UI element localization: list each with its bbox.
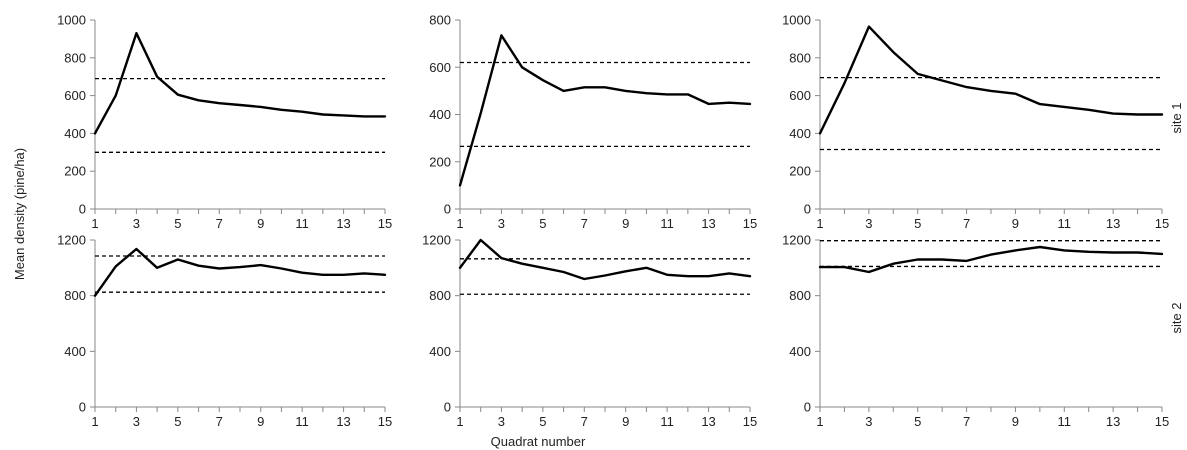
x-tick-label: 11	[295, 216, 309, 231]
x-tick-label: 1	[816, 414, 823, 429]
y-tick-label: 0	[804, 202, 811, 217]
x-tick-label: 7	[216, 216, 223, 231]
y-tick-label: 400	[64, 126, 86, 141]
x-tick-label: 3	[133, 216, 140, 231]
y-tick-label: 400	[429, 107, 451, 122]
mean-density-line	[458, 238, 752, 281]
y-tick-label: 400	[64, 344, 86, 359]
x-tick-label: 15	[1155, 216, 1169, 231]
x-tick-label: 3	[865, 216, 872, 231]
row-label-site-1: site 1	[1169, 102, 1184, 133]
x-tick-label: 3	[498, 216, 505, 231]
x-tick-label: 13	[1106, 216, 1120, 231]
x-tick-label: 9	[257, 414, 264, 429]
x-tick-label: 5	[539, 216, 546, 231]
y-tick-label: 1000	[57, 13, 86, 28]
x-tick-label: 11	[1058, 414, 1072, 429]
x-tick-label: 7	[581, 414, 588, 429]
y-tick-label: 200	[429, 154, 451, 169]
x-tick-label: 13	[701, 414, 715, 429]
y-tick-label: 0	[79, 202, 86, 217]
y-tick-label: 1000	[782, 13, 811, 28]
x-tick-label: 9	[1012, 216, 1019, 231]
y-tick-label: 200	[789, 164, 811, 179]
y-tick-label: 1200	[57, 233, 86, 248]
mean-density-line	[818, 245, 1164, 274]
x-tick-label: 5	[914, 216, 921, 231]
x-tick-label: 5	[539, 414, 546, 429]
x-tick-label: 1	[456, 414, 463, 429]
x-axis-title: Quadrat number	[491, 434, 586, 449]
x-tick-label: 11	[1058, 216, 1072, 231]
y-tick-label: 800	[429, 288, 451, 303]
x-tick-label: 1	[91, 216, 98, 231]
y-tick-label: 800	[64, 288, 86, 303]
mean-density-line	[93, 32, 387, 135]
x-tick-label: 7	[216, 414, 223, 429]
y-tick-label: 0	[79, 400, 86, 415]
x-tick-label: 13	[701, 216, 715, 231]
x-tick-label: 15	[1155, 414, 1169, 429]
x-tick-label: 15	[743, 414, 757, 429]
x-tick-label: 9	[1012, 414, 1019, 429]
x-tick-label: 1	[91, 414, 98, 429]
x-tick-label: 3	[133, 414, 140, 429]
y-tick-label: 800	[429, 13, 451, 28]
x-tick-label: 5	[174, 216, 181, 231]
y-tick-label: 0	[444, 400, 451, 415]
y-tick-label: 600	[789, 88, 811, 103]
y-tick-label: 600	[64, 88, 86, 103]
y-tick-label: 400	[789, 344, 811, 359]
x-tick-label: 11	[295, 414, 309, 429]
x-tick-label: 13	[336, 414, 350, 429]
y-tick-label: 600	[429, 60, 451, 75]
mean-density-line	[93, 247, 387, 297]
y-tick-label: 1200	[422, 233, 451, 248]
x-tick-label: 3	[498, 414, 505, 429]
x-tick-label: 5	[914, 414, 921, 429]
x-tick-label: 3	[865, 414, 872, 429]
x-tick-label: 13	[1106, 414, 1120, 429]
mean-density-line	[458, 34, 752, 187]
x-tick-label: 15	[378, 414, 392, 429]
x-tick-label: 7	[581, 216, 588, 231]
x-tick-label: 7	[963, 216, 970, 231]
y-tick-label: 400	[789, 126, 811, 141]
y-tick-label: 800	[789, 288, 811, 303]
x-tick-label: 11	[660, 414, 674, 429]
x-tick-label: 11	[660, 216, 674, 231]
x-tick-label: 7	[963, 414, 970, 429]
x-tick-label: 1	[456, 216, 463, 231]
y-tick-label: 800	[789, 50, 811, 65]
y-tick-label: 0	[444, 202, 451, 217]
x-tick-label: 5	[174, 414, 181, 429]
y-tick-label: 0	[804, 400, 811, 415]
y-tick-label: 200	[64, 164, 86, 179]
x-tick-label: 9	[622, 216, 629, 231]
x-tick-label: 9	[622, 414, 629, 429]
y-tick-label: 800	[64, 50, 86, 65]
x-tick-label: 13	[336, 216, 350, 231]
row-label-site-2: site 2	[1169, 302, 1184, 333]
x-tick-label: 15	[378, 216, 392, 231]
y-tick-label: 1200	[782, 233, 811, 248]
x-tick-label: 9	[257, 216, 264, 231]
x-tick-label: 15	[743, 216, 757, 231]
x-tick-label: 1	[816, 216, 823, 231]
y-tick-label: 400	[429, 344, 451, 359]
y-axis-title: Mean density (pine/ha)	[12, 148, 27, 280]
mean-density-line	[818, 25, 1164, 135]
